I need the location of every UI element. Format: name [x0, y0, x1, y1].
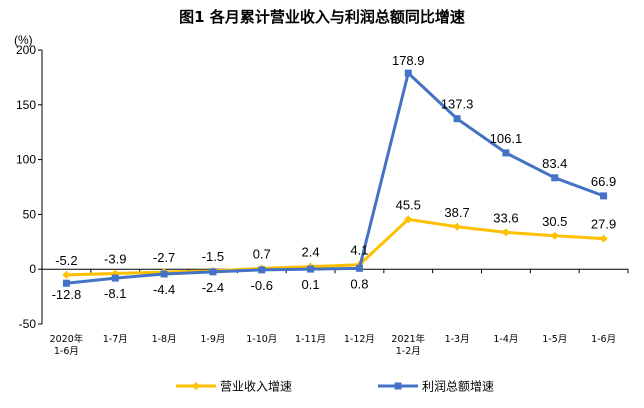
data-label: 178.9 [392, 53, 425, 68]
data-label: -0.6 [251, 278, 273, 293]
x-tick-label: 2021年 [391, 333, 425, 345]
x-tick-label: 1-12月 [344, 334, 375, 345]
series-point [599, 234, 608, 243]
y-tick-label: 50 [23, 207, 37, 221]
series-point [551, 174, 559, 182]
series-point [501, 228, 510, 237]
x-tick-label: 1-10月 [246, 334, 277, 345]
data-label: -4.4 [153, 282, 175, 297]
y-axis-unit-label: (%) [14, 33, 33, 47]
data-label: 83.4 [542, 156, 567, 171]
data-labels: -5.2 -3.9 -2.7 -1.5 0.7 2.4 4.1 45.5 38.7 33.6 30.… [52, 53, 617, 302]
y-tick-label: 150 [16, 98, 36, 112]
series-point [453, 115, 461, 123]
data-label: -12.8 [52, 287, 82, 302]
series-point [550, 231, 559, 240]
x-tick-label: 1-11月 [295, 334, 326, 345]
series-point [62, 279, 70, 287]
data-label: 30.5 [542, 214, 567, 229]
series-point [502, 149, 510, 157]
legend-marker [192, 382, 200, 390]
legend-label: 利润总额增速 [422, 380, 494, 394]
y-tick-label: -50 [19, 317, 37, 331]
data-label: 2.4 [302, 245, 320, 260]
data-label: 38.7 [444, 205, 469, 220]
x-tick-label: 1-6月 [54, 346, 79, 357]
x-tick-label: 1-7月 [103, 334, 128, 345]
chart-title: 图1 各月累计营业收入与利润总额同比增速 [179, 8, 465, 26]
series-point [355, 264, 363, 272]
data-label: -5.2 [55, 253, 77, 268]
x-tick-label: 1-9月 [200, 334, 225, 345]
data-label: -2.7 [153, 250, 175, 265]
data-label: -2.4 [202, 280, 224, 295]
series-lines [62, 69, 608, 287]
x-tick-label: 1-2月 [396, 346, 421, 357]
data-label: 0.8 [350, 276, 368, 291]
x-tick-label: 2020年 [50, 333, 84, 345]
x-tick-label: 1-3月 [445, 334, 470, 345]
series-point [453, 222, 462, 231]
data-label: 137.3 [441, 97, 474, 112]
legend-marker [394, 382, 402, 390]
series-point [404, 69, 412, 77]
data-label: 0.7 [253, 246, 271, 261]
series-point [111, 274, 119, 282]
data-label: 45.5 [396, 197, 421, 212]
series-line [66, 217, 604, 277]
series-point [62, 270, 71, 279]
series-point [307, 265, 315, 273]
legend: 营业收入增速 利润总额增速 [176, 380, 494, 394]
data-label: 33.6 [493, 210, 518, 225]
series-point [160, 270, 168, 278]
data-label: 0.1 [302, 277, 320, 292]
data-label: -8.1 [104, 286, 126, 301]
x-tick-label: 1-6月 [591, 334, 616, 345]
x-tick-label: 1-5月 [542, 334, 567, 345]
data-label: 27.9 [591, 217, 616, 232]
legend-label: 营业收入增速 [220, 380, 292, 394]
series-point [209, 268, 217, 276]
data-label: -1.5 [202, 249, 224, 264]
data-label: 4.1 [350, 243, 368, 258]
data-label: 66.9 [591, 174, 616, 189]
series-line [66, 71, 605, 285]
y-tick-label: 200 [16, 43, 36, 57]
x-tick-label: 1-4月 [493, 334, 518, 345]
y-tick-label: 100 [16, 153, 36, 167]
x-tick-label: 1-8月 [152, 334, 177, 345]
data-label: 106.1 [490, 131, 523, 146]
series-point [600, 192, 608, 200]
series-point [404, 215, 413, 224]
y-tick-label: 0 [29, 262, 36, 276]
series-point [258, 266, 266, 274]
data-label: -3.9 [104, 251, 126, 266]
